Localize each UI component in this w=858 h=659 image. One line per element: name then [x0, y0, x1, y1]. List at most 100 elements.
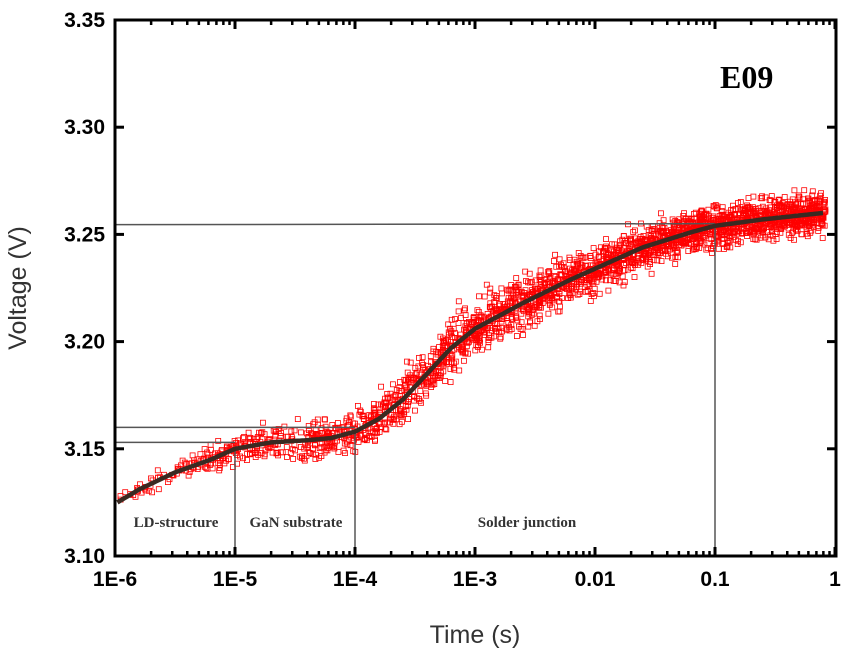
data-point: [733, 228, 740, 235]
data-point: [350, 420, 357, 427]
data-point: [381, 403, 388, 410]
data-point: [592, 251, 599, 258]
data-point: [590, 278, 597, 285]
data-point: [371, 412, 378, 419]
data-point: [812, 197, 819, 203]
data-point: [382, 425, 389, 432]
data-point: [388, 411, 395, 418]
data-point: [627, 244, 633, 251]
data-point: [452, 358, 459, 365]
data-point: [529, 303, 535, 310]
y-axis-label: Voltage (V): [4, 226, 32, 350]
data-point: [371, 437, 378, 444]
data-point: [805, 195, 811, 202]
data-point: [643, 223, 650, 230]
data-point: [586, 274, 592, 281]
data-point: [241, 433, 248, 440]
data-point: [252, 454, 259, 461]
data-point: [512, 314, 519, 321]
data-point: [355, 438, 362, 445]
data-point: [657, 227, 664, 234]
data-point: [750, 193, 757, 200]
x-tick-label: 1E-4: [333, 568, 378, 591]
data-point: [398, 387, 405, 394]
data-point: [520, 292, 527, 299]
data-point: [665, 241, 671, 248]
data-point: [434, 375, 441, 382]
data-point: [498, 285, 505, 292]
data-point: [546, 268, 553, 274]
data-point: [551, 258, 557, 265]
data-point: [719, 204, 726, 211]
data-point: [275, 452, 281, 459]
data-point: [191, 457, 197, 464]
data-point: [527, 318, 534, 325]
data-point: [312, 456, 319, 462]
data-point: [687, 219, 694, 226]
data-point: [703, 246, 710, 253]
data-point: [621, 261, 627, 268]
data-point: [473, 333, 480, 340]
data-point: [456, 344, 462, 350]
data-point: [523, 304, 530, 311]
data-point: [631, 274, 638, 281]
region-label: Solder junction: [478, 515, 577, 531]
data-point: [688, 235, 695, 242]
data-point: [297, 429, 304, 436]
data-point: [347, 413, 354, 420]
data-point: [244, 451, 251, 457]
data-point: [620, 282, 627, 289]
data-point: [674, 249, 681, 256]
data-point: [354, 402, 361, 409]
data-point: [752, 225, 759, 232]
data-point: [620, 233, 627, 239]
data-point: [299, 453, 306, 460]
data-point: [758, 207, 765, 214]
data-point: [514, 333, 520, 340]
data-point: [343, 417, 350, 424]
data-point: [777, 225, 784, 232]
data-point: [525, 323, 532, 330]
data-point: [571, 266, 577, 273]
data-point: [373, 426, 380, 432]
data-point: [526, 291, 533, 298]
data-point: [536, 303, 543, 310]
data-point: [811, 198, 818, 205]
data-point: [487, 285, 494, 292]
data-point: [145, 487, 152, 494]
data-point: [526, 310, 533, 317]
data-point: [552, 251, 558, 258]
data-point: [412, 365, 419, 372]
data-point: [603, 277, 609, 284]
data-point: [821, 199, 828, 206]
data-point: [776, 196, 783, 203]
data-point: [384, 419, 391, 426]
data-point: [760, 228, 767, 235]
data-point: [277, 433, 284, 439]
data-point: [587, 298, 594, 304]
data-point: [499, 325, 506, 331]
data-point: [742, 206, 749, 213]
data-point: [459, 344, 466, 351]
data-point: [405, 399, 412, 406]
data-point: [311, 442, 318, 449]
data-point: [148, 475, 154, 482]
x-tick-label: 1E-5: [213, 568, 258, 591]
data-point: [762, 194, 769, 201]
data-point: [360, 412, 367, 419]
horizontal-reference-line: [114, 222, 716, 226]
data-point: [658, 258, 665, 265]
data-point: [591, 274, 598, 281]
data-point: [646, 232, 653, 239]
data-point: [791, 187, 798, 194]
data-point: [617, 238, 623, 245]
data-point: [766, 221, 773, 228]
data-point: [562, 268, 568, 275]
data-point: [341, 440, 348, 447]
data-point: [691, 210, 697, 217]
data-point: [768, 193, 775, 200]
data-point: [396, 384, 403, 391]
data-point: [437, 333, 444, 340]
data-point: [817, 192, 823, 199]
